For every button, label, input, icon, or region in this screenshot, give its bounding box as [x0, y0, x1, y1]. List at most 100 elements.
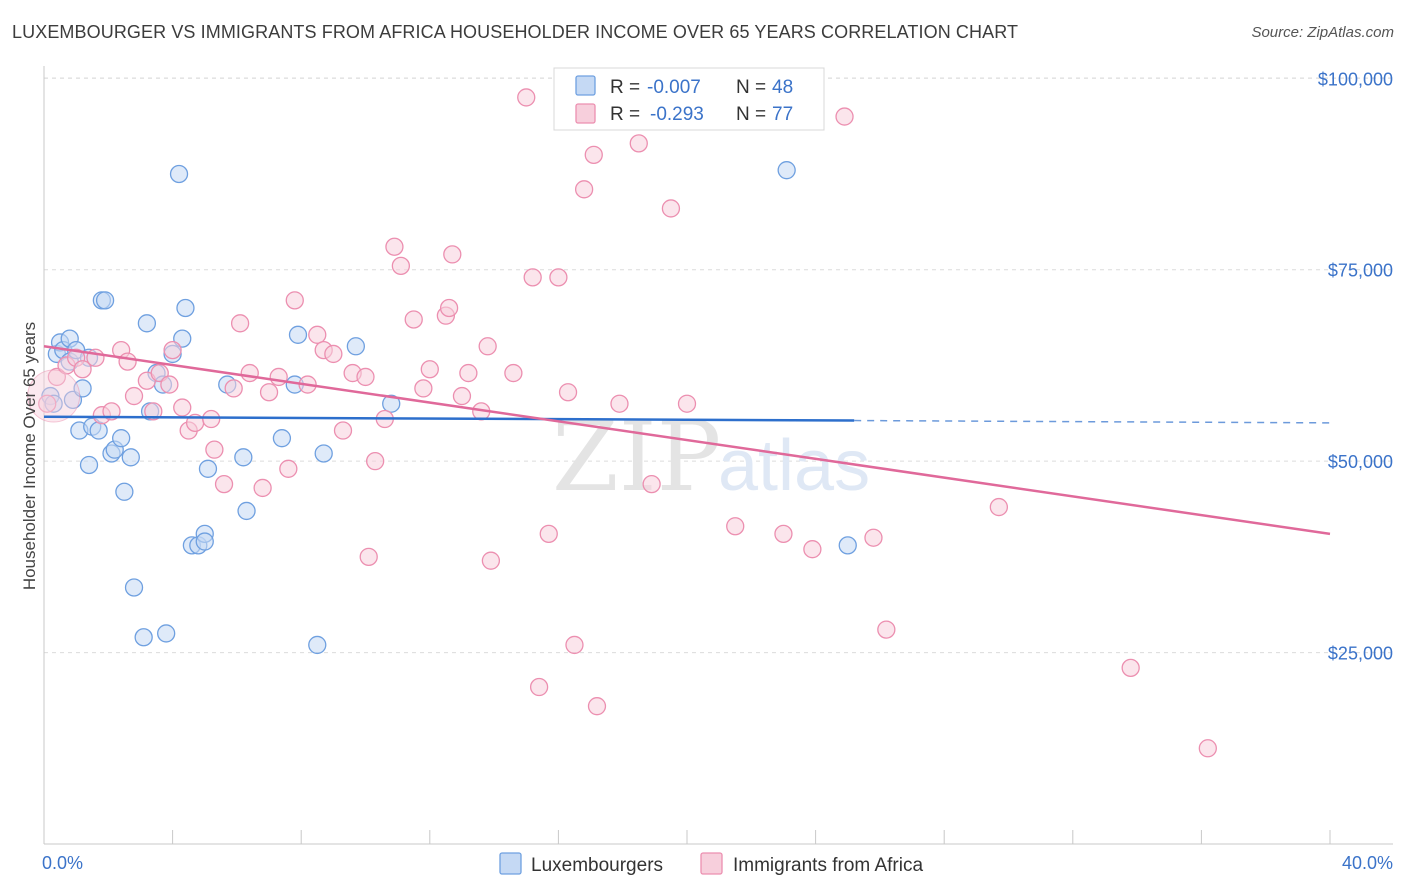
legend-r-value-0: -0.007	[647, 77, 701, 98]
y-tick-label-1: $50,000	[1328, 452, 1393, 472]
point-0-21	[121, 448, 140, 467]
point-1-37	[359, 547, 378, 567]
point-1-9	[118, 352, 137, 371]
point-1-47	[443, 245, 462, 264]
point-1-24	[240, 363, 259, 383]
point-1-33	[324, 344, 343, 364]
point-1-76	[1121, 658, 1140, 678]
bottom-legend: Luxembourgers Immigrants from Africa	[499, 852, 923, 876]
point-0-32	[176, 298, 195, 318]
point-0-11	[79, 455, 99, 475]
legend-box	[553, 67, 825, 131]
point-1-41	[391, 256, 411, 276]
point-1-58	[549, 268, 568, 287]
y-tick-labels: $25,000 $50,000 $75,000 $100,000	[1318, 69, 1393, 663]
point-1-64	[610, 394, 629, 413]
legend-swatch-pink	[575, 103, 596, 124]
point-1-29	[285, 291, 304, 310]
trend-line-luxembourgers-extension	[854, 419, 1331, 424]
point-0-36	[195, 532, 214, 551]
point-0-14	[89, 421, 108, 440]
bottom-legend-label-immigrants: Immigrants from Africa	[733, 855, 923, 876]
x-tick-label-end: 40.0%	[1342, 853, 1393, 873]
legend-n-label-0: N =	[736, 77, 766, 98]
point-1-69	[726, 517, 745, 536]
y-tick-label-2: $75,000	[1328, 261, 1393, 281]
point-1-73	[864, 528, 883, 547]
point-1-22	[224, 379, 243, 398]
axes	[43, 66, 1393, 845]
point-1-49	[459, 363, 478, 383]
point-0-27	[157, 624, 176, 643]
y-axis-label: Householder Income Over 65 years	[20, 322, 39, 590]
bottom-legend-swatch-luxembourgers	[499, 852, 522, 875]
point-1-44	[420, 360, 439, 379]
watermark-atlas: atlas	[718, 426, 870, 506]
series-immigrants-from-africa	[27, 88, 1217, 758]
point-1-28	[279, 459, 298, 478]
point-0-47	[382, 394, 401, 413]
point-0-49	[838, 536, 857, 555]
point-0-48	[777, 161, 796, 180]
point-1-4	[73, 360, 92, 379]
point-1-48	[452, 386, 472, 406]
legend-n-value-0: 48	[772, 77, 793, 98]
point-1-21	[214, 474, 234, 494]
point-1-74	[877, 620, 896, 639]
point-1-57	[539, 524, 558, 544]
point-1-12	[144, 402, 163, 421]
point-1-77	[1198, 739, 1217, 758]
point-1-52	[481, 551, 501, 570]
point-1-19	[202, 409, 221, 429]
point-1-75	[989, 497, 1009, 517]
point-0-16	[95, 291, 115, 310]
point-1-70	[774, 524, 793, 544]
point-1-31	[308, 325, 327, 344]
watermark: ZIP atlas	[552, 401, 870, 513]
trend-line-luxembourgers	[43, 415, 855, 422]
bottom-legend-label-luxembourgers: Luxembourgers	[531, 855, 663, 876]
point-0-22	[124, 578, 144, 597]
point-1-26	[259, 383, 279, 402]
legend-swatch-blue	[575, 75, 596, 96]
point-1-60	[565, 635, 584, 655]
point-1-16	[173, 398, 192, 417]
point-cluster-large	[27, 369, 81, 423]
point-0-43	[288, 325, 308, 344]
watermark-zip: ZIP	[552, 401, 721, 513]
trend-line-immigrants	[43, 345, 1331, 536]
point-1-68	[677, 394, 697, 413]
point-0-44	[308, 635, 327, 655]
point-1-23	[230, 314, 250, 333]
point-1-56	[529, 677, 549, 697]
point-1-7	[102, 402, 121, 421]
legend-n-label-1: N =	[736, 104, 766, 125]
point-0-45	[314, 444, 333, 463]
top-legend: R = -0.007 N = 48 R = -0.293 N = 77	[553, 67, 825, 131]
point-1-20	[205, 440, 224, 459]
point-0-41	[272, 429, 292, 448]
point-1-67	[661, 199, 681, 218]
point-1-61	[574, 180, 594, 199]
point-1-65	[629, 134, 648, 153]
legend-r-value-1: -0.293	[650, 104, 704, 125]
legend-n-value-1: 77	[772, 104, 793, 125]
point-0-30	[169, 164, 189, 184]
point-1-34	[333, 421, 353, 440]
legend-r-label-0: R =	[610, 77, 640, 98]
series-luxembourgers	[41, 161, 857, 655]
point-1-46	[439, 298, 459, 318]
point-1-51	[478, 337, 497, 356]
point-0-24	[137, 314, 157, 333]
chart-title: LUXEMBOURGER VS IMMIGRANTS FROM AFRICA H…	[12, 22, 1019, 42]
source-label: Source: ZipAtlas.com	[1251, 24, 1394, 41]
point-1-25	[253, 478, 272, 498]
point-0-46	[346, 337, 366, 356]
point-0-10	[73, 379, 92, 398]
point-1-72	[835, 107, 854, 126]
point-1-63	[587, 697, 607, 716]
point-1-42	[404, 310, 423, 329]
point-1-14	[160, 375, 179, 394]
point-1-66	[642, 474, 661, 494]
point-1-59	[558, 383, 578, 402]
